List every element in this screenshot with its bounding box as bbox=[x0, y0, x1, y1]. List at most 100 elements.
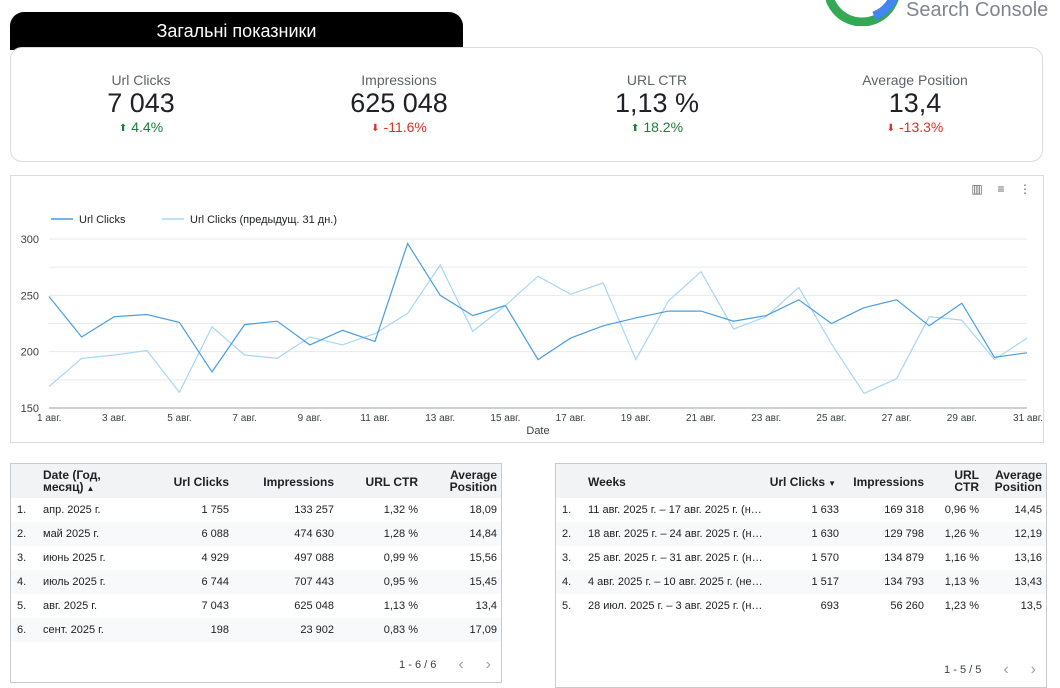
column-header-clicks[interactable]: Url Clicks bbox=[173, 475, 229, 489]
scorecard-panel: Url Clicks 7 043 ⬆ 4.4% Impressions 625 0… bbox=[10, 47, 1043, 162]
kpi-average-position[interactable]: Average Position 13,4 ⬇ -13.3% bbox=[805, 72, 1025, 135]
pager-range: 1 - 5 / 5 bbox=[944, 664, 982, 676]
table-pager: 1 - 5 / 5 ‹ › bbox=[944, 661, 1036, 679]
table-row[interactable]: 3. 25 авг. 2025 г. – 31 авг. 2025 г. (н… 1… bbox=[556, 546, 1046, 570]
kpi-url-ctr[interactable]: URL CTR 1,13 % ⬆ 18.2% bbox=[547, 72, 767, 135]
google-g-icon bbox=[826, 0, 899, 26]
cell-position: 15,45 bbox=[469, 576, 497, 588]
cell-position: 14,84 bbox=[469, 528, 497, 540]
x-tick-label: 31 авг. bbox=[1013, 413, 1043, 424]
cell-impressions: 56 260 bbox=[890, 600, 924, 612]
cell-impressions: 133 257 bbox=[294, 504, 334, 516]
column-header-impressions[interactable]: Impressions bbox=[853, 475, 924, 489]
table-header: Date (Год, месяц) ▲ Url Clicks Impression… bbox=[11, 464, 501, 498]
column-header-position[interactable]: Average Position bbox=[449, 468, 497, 494]
cell-position: 15,56 bbox=[469, 552, 497, 564]
kpi-delta: ⬇ -13.3% bbox=[805, 119, 1025, 135]
x-tick-label: 23 авг. bbox=[751, 413, 781, 424]
x-tick-label: 19 авг. bbox=[621, 413, 651, 424]
kpi-impressions[interactable]: Impressions 625 048 ⬇ -11.6% bbox=[289, 72, 509, 135]
next-page-icon[interactable]: › bbox=[1030, 661, 1036, 678]
filter-icon[interactable]: ≡ bbox=[997, 182, 1005, 196]
cell-position: 18,09 bbox=[469, 504, 497, 516]
cell-date: июнь 2025 г. bbox=[43, 552, 106, 564]
cell-clicks: 1 517 bbox=[811, 576, 839, 588]
row-index: 2. bbox=[562, 528, 572, 540]
x-tick-label: 29 авг. bbox=[947, 413, 977, 424]
column-header-clicks[interactable]: Url Clicks ▼ bbox=[769, 475, 836, 489]
weekly-table: Weeks Url Clicks ▼ Impressions URL CTR Av… bbox=[555, 463, 1047, 688]
y-tick-label: 300 bbox=[21, 234, 39, 246]
table-row[interactable]: 5. авг. 2025 г. 7 043 625 048 1,13 % 13,4 bbox=[11, 594, 501, 618]
cell-week: 28 июл. 2025 г. – 3 авг. 2025 г. (н… bbox=[588, 600, 763, 612]
cell-ctr: 0,95 % bbox=[383, 576, 418, 588]
y-tick-label: 200 bbox=[21, 347, 39, 359]
table-row[interactable]: 2. май 2025 г. 6 088 474 630 1,28 % 14,84 bbox=[11, 522, 501, 546]
sort-asc-icon[interactable]: ▲ bbox=[86, 484, 95, 493]
column-header-position[interactable]: Average Position bbox=[994, 468, 1042, 494]
row-index: 3. bbox=[562, 552, 572, 564]
chart-settings-icon[interactable]: ▥ bbox=[971, 182, 983, 196]
kpi-delta-value: -11.6% bbox=[383, 119, 427, 135]
x-tick-label: 25 авг. bbox=[816, 413, 846, 424]
x-tick-label: 27 авг. bbox=[882, 413, 912, 424]
prev-page-icon[interactable]: ‹ bbox=[458, 656, 464, 673]
cell-date: сент. 2025 г. bbox=[43, 624, 104, 636]
kpi-url-clicks[interactable]: Url Clicks 7 043 ⬆ 4.4% bbox=[31, 72, 251, 135]
column-header-ctr[interactable]: URL CTR bbox=[365, 475, 418, 489]
cell-week: 4 авг. 2025 г. – 10 авг. 2025 г. (не… bbox=[588, 576, 763, 588]
cell-position: 13,5 bbox=[1020, 600, 1042, 612]
more-vert-icon[interactable]: ⋮ bbox=[1019, 182, 1031, 196]
cell-impressions: 169 318 bbox=[884, 504, 924, 516]
row-index: 6. bbox=[17, 624, 27, 636]
time-series-chart[interactable]: 150 200 250 300 1 авг. 3 авг. 5 авг. 7 авг. 9 ав… bbox=[10, 175, 1044, 443]
column-header-impressions[interactable]: Impressions bbox=[263, 475, 334, 489]
next-page-icon[interactable]: › bbox=[485, 656, 491, 673]
kpi-label: Url Clicks bbox=[111, 72, 171, 88]
column-header-date[interactable]: Date (Год, месяц) ▲ bbox=[43, 468, 101, 494]
table-row[interactable]: 5. 28 июл. 2025 г. – 3 авг. 2025 г. (н… 69… bbox=[556, 594, 1046, 618]
table-row[interactable]: 2. 18 авг. 2025 г. – 24 авг. 2025 г. (н… 1… bbox=[556, 522, 1046, 546]
cell-clicks: 1 570 bbox=[811, 552, 839, 564]
cell-impressions: 707 443 bbox=[294, 576, 334, 588]
x-tick-label: 5 авг. bbox=[167, 413, 191, 424]
sort-desc-icon[interactable]: ▼ bbox=[828, 479, 836, 488]
column-header-ctr[interactable]: URL CTR bbox=[954, 468, 979, 494]
search-console-logo: Search Console bbox=[826, 0, 1060, 26]
cell-date: июль 2025 г. bbox=[43, 576, 106, 588]
y-tick-label: 250 bbox=[21, 290, 39, 302]
column-header-weeks[interactable]: Weeks bbox=[588, 475, 626, 489]
cell-ctr: 1,32 % bbox=[383, 504, 418, 516]
cell-impressions: 497 088 bbox=[294, 552, 334, 564]
table-row[interactable]: 4. июль 2025 г. 6 744 707 443 0,95 % 15,45 bbox=[11, 570, 501, 594]
cell-ctr: 0,83 % bbox=[383, 624, 418, 636]
x-tick-label: 9 авг. bbox=[298, 413, 322, 424]
table-row[interactable]: 6. сент. 2025 г. 198 23 902 0,83 % 17,09 bbox=[11, 618, 501, 642]
cell-ctr: 1,13 % bbox=[383, 600, 418, 612]
cell-position: 13,16 bbox=[1014, 552, 1042, 564]
kpi-value: 13,4 bbox=[888, 88, 942, 118]
kpi-value: 7 043 bbox=[107, 88, 175, 118]
prev-page-icon[interactable]: ‹ bbox=[1003, 661, 1009, 678]
cell-position: 17,09 bbox=[469, 624, 497, 636]
cell-clicks: 1 633 bbox=[811, 504, 839, 516]
table-row[interactable]: 1. 11 авг. 2025 г. – 17 авг. 2025 г. (н… 1… bbox=[556, 498, 1046, 522]
row-index: 3. bbox=[17, 552, 27, 564]
cell-impressions: 134 793 bbox=[884, 576, 924, 588]
y-tick-label: 150 bbox=[21, 403, 39, 415]
table-pager: 1 - 6 / 6 ‹ › bbox=[399, 656, 491, 674]
cell-week: 18 авг. 2025 г. – 24 авг. 2025 г. (н… bbox=[588, 528, 763, 540]
table-row[interactable]: 4. 4 авг. 2025 г. – 10 авг. 2025 г. (не… 1… bbox=[556, 570, 1046, 594]
cell-clicks: 6 088 bbox=[201, 528, 229, 540]
table-row[interactable]: 3. июнь 2025 г. 4 929 497 088 0,99 % 15,56 bbox=[11, 546, 501, 570]
row-index: 4. bbox=[17, 576, 27, 588]
row-index: 5. bbox=[17, 600, 27, 612]
cell-ctr: 0,96 % bbox=[944, 504, 979, 516]
cell-position: 13,4 bbox=[475, 600, 497, 612]
cell-impressions: 474 630 bbox=[294, 528, 334, 540]
x-tick-label: 13 авг. bbox=[425, 413, 455, 424]
table-row[interactable]: 1. апр. 2025 г. 1 755 133 257 1,32 % 18,09 bbox=[11, 498, 501, 522]
series-line-url-clicks-previous bbox=[48, 263, 1028, 395]
cell-clicks: 1 755 bbox=[201, 504, 229, 516]
monthly-table: Date (Год, месяц) ▲ Url Clicks Impression… bbox=[10, 463, 502, 683]
